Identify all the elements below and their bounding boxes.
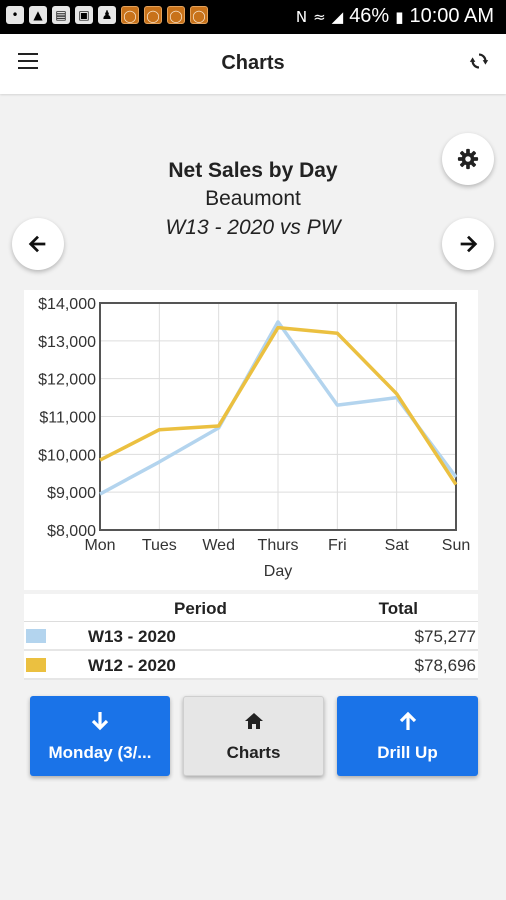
gear-icon: [457, 148, 479, 170]
series-color-swatch: [26, 629, 46, 643]
page-title: Charts: [221, 52, 285, 74]
period-column-header: Period: [174, 599, 227, 618]
series-line: [99, 320, 458, 496]
charts-button[interactable]: Charts: [183, 696, 324, 776]
y-tick-label: $14,000: [38, 296, 96, 313]
legend-header: Period Total: [24, 594, 478, 622]
charts-label: Charts: [226, 743, 281, 762]
battery-percent: 46%: [349, 5, 390, 27]
chat-icon: •: [6, 6, 24, 24]
x-tick-label: Mon: [84, 537, 115, 554]
y-tick-label: $10,000: [38, 447, 96, 464]
x-tick-label: Sat: [385, 537, 410, 554]
app-notification-icon: ◯: [144, 6, 162, 24]
menu-icon[interactable]: [18, 53, 38, 69]
drill-down-label: Monday (3/...: [48, 743, 152, 762]
refresh-icon[interactable]: [468, 50, 490, 72]
app-bar: Charts: [0, 34, 506, 94]
status-time: 10:00 AM: [409, 5, 494, 27]
arrow-up-icon: [399, 711, 416, 730]
chart-svg: $8,000 $9,000 $10,000 $11,000 $12,000 $13,000…: [38, 296, 470, 580]
navigation-icon: ▲: [29, 6, 47, 24]
legend-total: $78,696: [414, 656, 476, 675]
drill-down-button[interactable]: Monday (3/...: [30, 696, 170, 776]
home-icon: [244, 713, 263, 729]
legend-row: W12 - 2020 $78,696: [24, 651, 478, 680]
legend-table: Period Total W13 - 2020 $75,277 W12 - 20…: [24, 594, 478, 680]
series-color-swatch: [26, 658, 46, 672]
settings-button[interactable]: [442, 133, 494, 185]
legend-total: $75,277: [414, 627, 476, 646]
next-button[interactable]: [442, 218, 494, 270]
legend-period: W13 - 2020: [88, 627, 176, 646]
drill-up-button[interactable]: Drill Up: [337, 696, 478, 776]
chart-heading: Net Sales by Day Beaumont W13 - 2020 vs …: [80, 158, 426, 242]
chart-title: Net Sales by Day: [168, 159, 338, 182]
y-tick-label: $12,000: [38, 372, 96, 389]
signal-icon: ◢: [331, 7, 344, 26]
y-tick-label: $9,000: [47, 485, 96, 502]
battery-icon: ▮: [395, 7, 404, 26]
series-line: [99, 325, 458, 486]
x-tick-label: Wed: [202, 537, 235, 554]
line-chart: $8,000 $9,000 $10,000 $11,000 $12,000 $13,000…: [24, 290, 478, 590]
nfc-icon: N: [295, 7, 308, 26]
x-axis-label: Day: [264, 563, 292, 580]
previous-button[interactable]: [12, 218, 64, 270]
gallery-icon: ▣: [75, 6, 93, 24]
x-tick-label: Fri: [328, 537, 347, 554]
status-bar: • ▲ ▤ ▣ ♟ ◯ ◯ ◯ ◯ N ≈ ◢ 46% ▮ 10:00 AM: [0, 0, 506, 34]
legend-row: W13 - 2020 $75,277: [24, 622, 478, 651]
arrow-down-icon: [91, 712, 109, 731]
y-tick-label: $13,000: [38, 334, 96, 351]
plot-border: [99, 302, 457, 531]
chart-location: Beaumont: [205, 187, 301, 210]
chart-period: W13 - 2020 vs PW: [165, 216, 341, 239]
x-tick-label: Thurs: [258, 537, 299, 554]
x-tick-label: Tues: [142, 537, 177, 554]
total-column-header: Total: [378, 599, 418, 618]
arrow-left-icon: [28, 235, 46, 253]
drill-up-label: Drill Up: [377, 743, 438, 762]
app-notification-icon: ◯: [167, 6, 185, 24]
y-tick-label: $11,000: [39, 410, 96, 427]
app-notification-icon: ◯: [121, 6, 139, 24]
notification-icons: • ▲ ▤ ▣ ♟ ◯ ◯ ◯ ◯: [6, 6, 208, 24]
arrow-right-icon: [460, 235, 478, 253]
chess-icon: ♟: [98, 6, 116, 24]
image-icon: ▤: [52, 6, 70, 24]
y-tick-label: $8,000: [47, 523, 96, 540]
legend-period: W12 - 2020: [88, 656, 176, 675]
app-notification-icon: ◯: [190, 6, 208, 24]
x-tick-label: Sun: [442, 537, 470, 554]
wifi-icon: ≈: [313, 7, 326, 26]
status-indicators: N ≈ ◢ 46% ▮ 10:00 AM: [296, 5, 494, 28]
